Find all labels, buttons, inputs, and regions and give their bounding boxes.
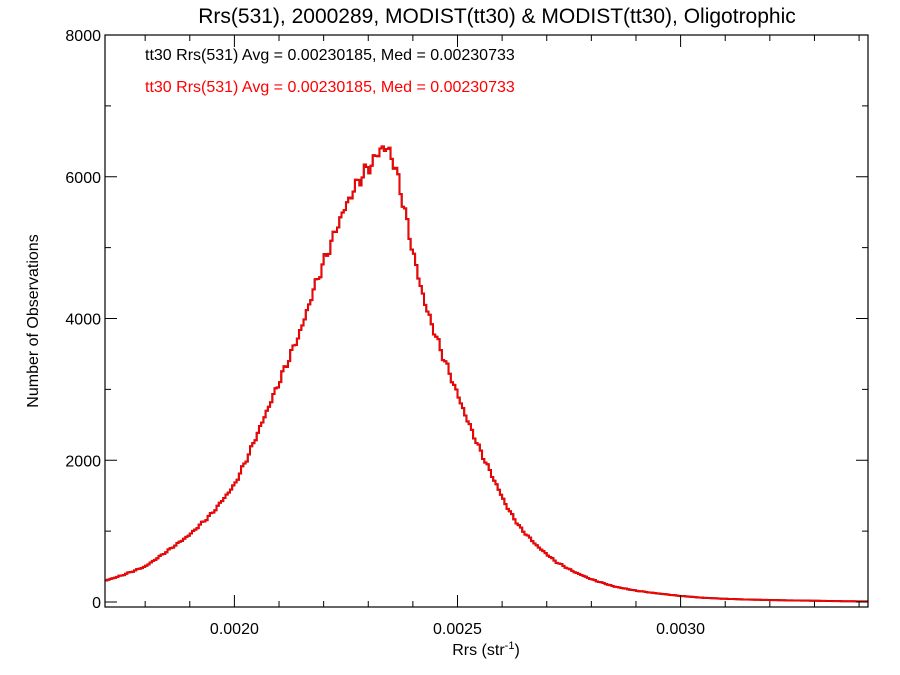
series-layer	[105, 145, 868, 603]
x-tick-label-1: 0.0025	[433, 621, 482, 638]
y-tick-label-1: 2000	[65, 453, 101, 470]
legend-entry-black: tt30 Rrs(531) Avg = 0.00230185, Med = 0.…	[145, 47, 515, 64]
x-tick-label-0: 0.0020	[210, 621, 259, 638]
chart-title: Rrs(531), 2000289, MODIST(tt30) & MODIST…	[198, 5, 796, 28]
y-tick-label-0: 0	[92, 595, 101, 612]
legend-entry-red: tt30 Rrs(531) Avg = 0.00230185, Med = 0.…	[145, 79, 515, 96]
plot-frame	[104, 34, 869, 608]
x-axis-label-superscript: -1	[505, 640, 515, 652]
y-tick-label-2: 4000	[65, 312, 101, 329]
y-tick-label-3: 6000	[65, 170, 101, 187]
x-tick-label-2: 0.0030	[656, 621, 705, 638]
x-axis-label-text: Rrs (str	[452, 642, 505, 659]
y-axis: 0 2000 4000 6000 8000	[65, 28, 868, 612]
x-axis: 0.0020 0.0025 0.0030	[144, 35, 860, 638]
series-line-black	[105, 145, 868, 603]
x-axis-label: Rrs (str-1)	[452, 640, 520, 659]
x-axis-label-close: )	[514, 642, 519, 659]
series-line-red	[105, 145, 868, 603]
y-tick-label-4: 8000	[65, 28, 101, 45]
y-axis-label: Number of Observations	[25, 234, 42, 407]
